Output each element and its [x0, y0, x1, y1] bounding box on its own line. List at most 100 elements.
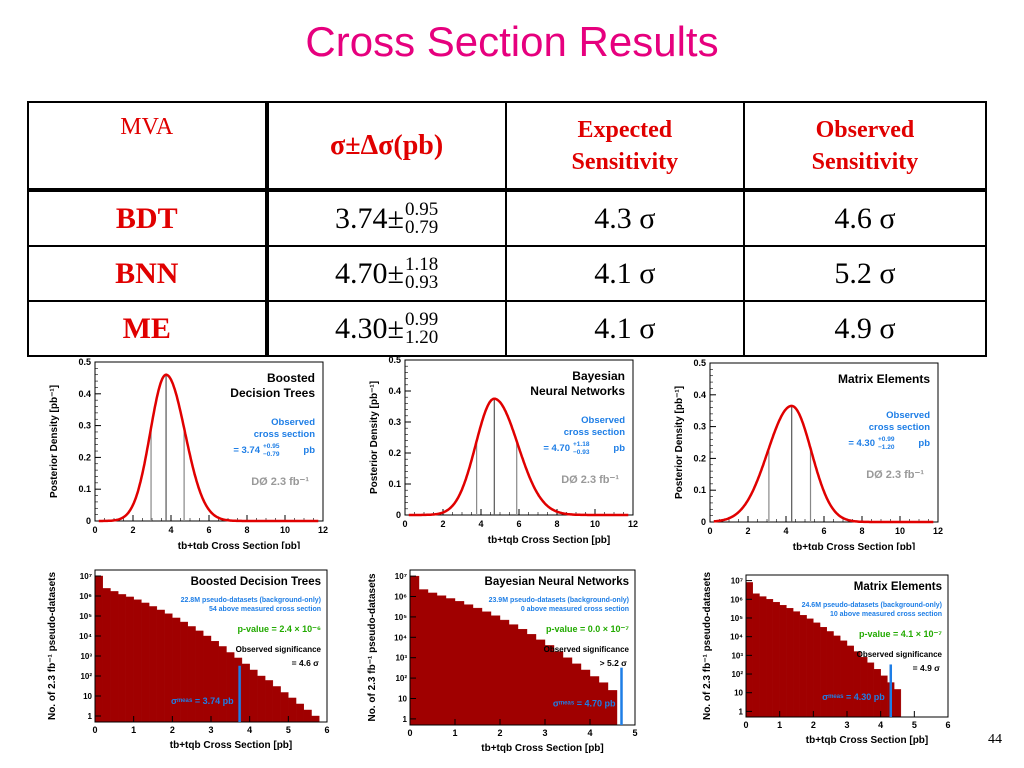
- y-tick-label: 10⁵: [79, 612, 92, 621]
- x-axis-label: tb+tqb Cross Section [pb]: [178, 541, 301, 549]
- obs-sig-value: = 4.6 σ: [292, 658, 320, 668]
- hist-bar: [125, 596, 134, 723]
- hist-bar: [826, 631, 834, 718]
- hist-bar: [508, 624, 519, 726]
- row-observed: 4.6 σ: [742, 189, 988, 247]
- header-expected: Expected Sensitivity: [504, 101, 745, 191]
- hist-bar: [218, 646, 227, 723]
- table-row-bnn: BNN 4.70 ±1.18 0.93 4.1 σ 5.2 σ: [27, 245, 988, 302]
- y-tick-label: 10³: [731, 651, 743, 660]
- y-axis-label: Posterior Density [pb⁻¹]: [674, 386, 685, 499]
- annotation-unit: pb: [613, 443, 625, 454]
- x-tick-label: 8: [554, 519, 559, 529]
- annotation-line: Observed: [271, 417, 315, 428]
- annotation-down: −1.20: [878, 444, 895, 451]
- page-number: 44: [988, 732, 1002, 747]
- hist-bar: [544, 645, 555, 726]
- annotation-up: +0.95: [263, 443, 280, 450]
- y-tick-label: 10⁴: [730, 633, 743, 642]
- hist-bar: [799, 615, 807, 718]
- posterior-svg: 0 0.1 0.2 0.3 0.4 0.5 0 2 4 6 8 10 12 BayesianNeural …: [369, 355, 638, 546]
- hist-bar: [272, 686, 281, 723]
- x-tick-label: 2: [440, 519, 445, 529]
- hist-bar: [156, 609, 165, 723]
- y-tick-label: 10: [83, 692, 92, 701]
- hist-bar: [172, 617, 181, 723]
- y-tick-label: 0.4: [388, 386, 401, 396]
- row-name: ME: [27, 300, 268, 357]
- y-tick-label: 0.3: [388, 417, 401, 427]
- x-tick-label: 3: [844, 720, 849, 730]
- note-line: 0 above measured cross section: [521, 606, 629, 613]
- x-tick-label: 2: [745, 526, 750, 536]
- annotation-down: −0.79: [263, 451, 280, 458]
- annotation-value: = 3.74: [233, 445, 260, 456]
- y-tick-label: 10⁷: [395, 572, 407, 581]
- note-line: 22.8M pseudo-datasets (background-only): [181, 597, 321, 604]
- hist-bar: [806, 618, 814, 718]
- y-tick-label: 10: [398, 694, 407, 703]
- header-observed: Observed Sensitivity: [742, 101, 988, 191]
- x-tick-label: 5: [286, 725, 291, 735]
- row-value-main: 4.70: [335, 256, 388, 290]
- annotation-line: cross section: [254, 429, 315, 440]
- plot-frame: [709, 362, 939, 523]
- hist-bar: [195, 630, 204, 723]
- hist-bar: [445, 598, 456, 726]
- annotation-line: cross section: [564, 427, 625, 438]
- hist-bar: [427, 592, 438, 726]
- x-tick-label: 10: [280, 525, 290, 535]
- y-tick-label: 0.4: [693, 390, 706, 400]
- hist-bar: [94, 575, 103, 723]
- hist-bar: [295, 703, 304, 723]
- x-tick-label: 3: [542, 728, 547, 738]
- hist-bar: [102, 588, 111, 723]
- hist-bar: [833, 635, 841, 718]
- x-tick-label: 6: [206, 525, 211, 535]
- row-expected: 4.3 σ: [504, 189, 745, 247]
- obs-sig-label: Observed significance: [236, 645, 322, 654]
- annotation-line: cross section: [869, 422, 930, 433]
- pvalue-label: p-value = 2.4 × 10⁻⁶: [238, 624, 321, 634]
- x-tick-label: 1: [131, 725, 136, 735]
- plot-title: Neural Networks: [530, 384, 625, 398]
- row-value: 3.74 ±0.95 0.79: [264, 189, 507, 247]
- x-tick-label: 12: [628, 519, 638, 529]
- hist-bar: [752, 593, 760, 718]
- x-tick-label: 6: [821, 526, 826, 536]
- note-line: 23.9M pseudo-datasets (background-only): [489, 597, 629, 604]
- hist-bar: [203, 635, 212, 723]
- row-value-pm: ±: [387, 201, 404, 235]
- y-tick-label: 10⁵: [730, 614, 743, 623]
- plot-title: Matrix Elements: [854, 581, 942, 593]
- hist-bar: [418, 589, 429, 726]
- hist-bar: [745, 582, 753, 718]
- plot-title: Decision Trees: [230, 386, 315, 400]
- row-expected: 4.1 σ: [504, 245, 745, 302]
- hist-bar: [772, 601, 780, 718]
- ensemble-plot-bnn: 1 10 10² 10³ 10⁴ 10⁵ 10⁶ 10⁷ 0 1 2 3 4 5 Bayesian Neur…: [365, 562, 655, 757]
- ensemble-svg: 1 10 10² 10³ 10⁴ 10⁵ 10⁶ 10⁷ 0 1 2 3 4 5 6 Boosted Deci…: [47, 569, 330, 751]
- y-tick-label: 0.2: [78, 452, 91, 462]
- row-name: BDT: [27, 189, 268, 247]
- header-mva: MVA: [27, 101, 268, 191]
- hist-bar: [759, 596, 767, 718]
- y-tick-label: 0.5: [388, 355, 401, 365]
- annotation-up: +1.18: [573, 441, 590, 448]
- header-sigma: σ±Δσ(pb): [264, 101, 507, 191]
- y-axis-label: Posterior Density [pb⁻¹]: [49, 385, 60, 498]
- y-tick-label: 10⁶: [394, 593, 407, 602]
- hist-bar: [779, 605, 787, 718]
- x-axis-label: tb+tqb Cross Section [pb]: [481, 743, 604, 754]
- y-tick-label: 0.1: [78, 484, 91, 494]
- ensemble-plot-bdt: 1 10 10² 10³ 10⁴ 10⁵ 10⁶ 10⁷ 0 1 2 3 4 5 6 Boosted Deci…: [45, 562, 337, 757]
- x-axis-label: tb+tqb Cross Section [pb]: [793, 542, 916, 550]
- results-table: MVA σ±Δσ(pb) Expected Sensitivity Observe…: [27, 101, 988, 357]
- row-value-down: 0.93: [404, 271, 439, 293]
- hist-bar: [280, 692, 289, 723]
- x-tick-label: 4: [783, 526, 788, 536]
- plot-frame: [409, 569, 636, 726]
- y-tick-label: 0.5: [78, 357, 91, 367]
- meas-label: σᵐᵉᵃˢ = 4.30 pb: [822, 692, 885, 702]
- y-tick-label: 0.1: [388, 479, 401, 489]
